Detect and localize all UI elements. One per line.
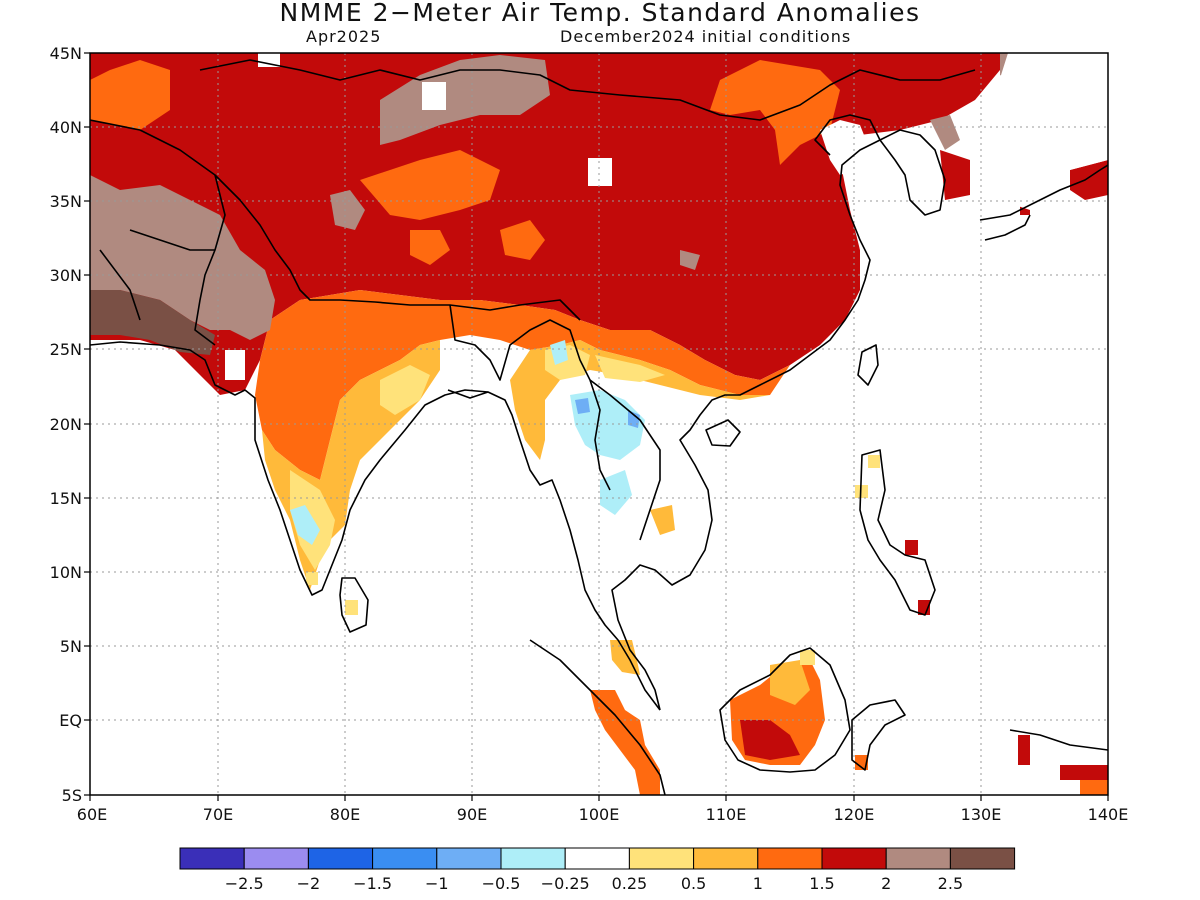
colorbar-swatch bbox=[307, 847, 374, 870]
lon-label: 130E bbox=[961, 805, 1002, 824]
lon-label: 90E bbox=[457, 805, 487, 824]
colorbar-swatch bbox=[243, 847, 309, 870]
colorbar-swatch bbox=[179, 847, 245, 870]
colorbar-label: −1.5 bbox=[353, 874, 392, 893]
colorbar-label: 0.5 bbox=[681, 874, 706, 893]
map-title: NMME 2−Meter Air Temp. Standard Anomalie… bbox=[279, 0, 921, 27]
lon-label: 70E bbox=[203, 805, 233, 824]
colorbar-swatch bbox=[628, 847, 695, 870]
colorbar-label: 1 bbox=[753, 874, 763, 893]
lat-label: 40N bbox=[50, 118, 82, 137]
colorbar: −2.5 −2 −1.5 −1 −0.5 −0.25 0.25 0.5 1 1.5 2 2.5 bbox=[179, 847, 1016, 893]
colorbar-label: 0.25 bbox=[612, 874, 648, 893]
lon-label: 110E bbox=[706, 805, 747, 824]
anomaly-region-1-5 bbox=[255, 290, 790, 480]
lat-label: EQ bbox=[59, 711, 82, 730]
lat-label: 25N bbox=[50, 340, 82, 359]
lat-label: 45N bbox=[50, 44, 82, 63]
lon-label: 100E bbox=[579, 805, 620, 824]
lat-label: 5S bbox=[62, 786, 82, 805]
colorbar-swatch bbox=[564, 847, 630, 870]
anomaly-region-2-5 bbox=[90, 175, 275, 340]
colorbar-swatch bbox=[757, 847, 823, 870]
colorbar-label: −2 bbox=[297, 874, 321, 893]
lon-label: 60E bbox=[77, 805, 107, 824]
lat-labels: 45N 40N 35N 30N 25N 20N 15N 10N 5N EQ 5S bbox=[50, 44, 82, 805]
colorbar-label: −2.5 bbox=[225, 874, 264, 893]
lat-label: 15N bbox=[50, 489, 82, 508]
colorbar-swatch bbox=[436, 847, 502, 870]
colorbar-label: 2 bbox=[881, 874, 891, 893]
colorbar-swatch bbox=[693, 847, 759, 870]
colorbar-swatch bbox=[821, 847, 887, 870]
colorbar-label: −0.5 bbox=[482, 874, 521, 893]
gridlines bbox=[90, 53, 1108, 795]
colorbar-swatch bbox=[500, 847, 566, 870]
tick-marks bbox=[84, 52, 1109, 801]
colorbar-swatch bbox=[372, 847, 438, 870]
target-month-label: Apr2025 bbox=[306, 27, 382, 46]
initial-conditions-label: December2024 initial conditions bbox=[560, 27, 852, 46]
colorbar-swatch bbox=[885, 847, 951, 870]
anomaly-field bbox=[90, 53, 1108, 795]
lat-label: 20N bbox=[50, 415, 82, 434]
lat-label: 35N bbox=[50, 192, 82, 211]
lat-label: 10N bbox=[50, 563, 82, 582]
lon-label: 140E bbox=[1088, 805, 1129, 824]
lon-label: 120E bbox=[834, 805, 875, 824]
colorbar-label: 1.5 bbox=[809, 874, 834, 893]
lon-label: 80E bbox=[330, 805, 360, 824]
colorbar-label: −0.25 bbox=[541, 874, 590, 893]
lat-label: 30N bbox=[50, 266, 82, 285]
colorbar-swatch bbox=[949, 847, 1016, 870]
coastlines bbox=[90, 59, 1108, 795]
lat-label: 5N bbox=[60, 637, 82, 656]
lon-labels: 60E 70E 80E 90E 100E 110E 120E 130E 140E bbox=[77, 805, 1129, 824]
colorbar-label: −1 bbox=[425, 874, 449, 893]
colorbar-label: 2.5 bbox=[938, 874, 963, 893]
